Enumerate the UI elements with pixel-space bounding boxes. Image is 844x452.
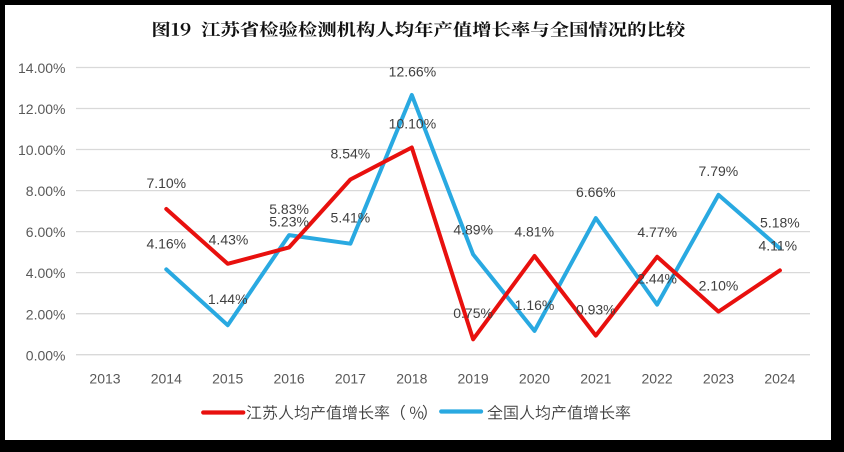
svg-text:10.00%: 10.00%	[18, 142, 65, 158]
svg-text:14.00%: 14.00%	[18, 60, 65, 76]
svg-text:7.10%: 7.10%	[146, 175, 186, 191]
svg-text:8.00%: 8.00%	[26, 183, 66, 199]
svg-text:2019: 2019	[458, 371, 489, 387]
svg-text:8.54%: 8.54%	[331, 145, 371, 161]
svg-text:0.00%: 0.00%	[26, 347, 66, 363]
svg-text:2013: 2013	[89, 371, 120, 387]
svg-text:4.16%: 4.16%	[146, 235, 186, 251]
svg-text:4.89%: 4.89%	[453, 222, 493, 238]
svg-text:2.44%: 2.44%	[637, 271, 677, 287]
svg-text:2022: 2022	[642, 371, 673, 387]
svg-text:5.18%: 5.18%	[760, 214, 800, 230]
svg-text:5.23%: 5.23%	[269, 213, 309, 229]
svg-text:2023: 2023	[703, 371, 734, 387]
svg-text:12.00%: 12.00%	[18, 101, 65, 117]
svg-text:2015: 2015	[212, 371, 243, 387]
svg-text:4.77%: 4.77%	[637, 224, 677, 240]
svg-text:2014: 2014	[151, 371, 182, 387]
svg-text:7.79%: 7.79%	[699, 163, 739, 179]
svg-text:5.41%: 5.41%	[331, 210, 371, 226]
svg-text:6.00%: 6.00%	[26, 224, 66, 240]
svg-text:5.83%: 5.83%	[269, 201, 309, 217]
svg-text:2018: 2018	[396, 371, 427, 387]
svg-text:1.16%: 1.16%	[515, 297, 555, 313]
svg-text:2016: 2016	[274, 371, 305, 387]
svg-text:0.75%: 0.75%	[453, 305, 493, 321]
svg-text:0.93%: 0.93%	[576, 302, 616, 318]
svg-text:2.00%: 2.00%	[26, 306, 66, 322]
svg-text:2017: 2017	[335, 371, 366, 387]
svg-text:2.10%: 2.10%	[699, 278, 739, 294]
svg-text:2020: 2020	[519, 371, 550, 387]
svg-text:4.43%: 4.43%	[209, 232, 249, 248]
svg-text:4.11%: 4.11%	[758, 238, 797, 254]
svg-text:2024: 2024	[764, 371, 795, 387]
svg-text:1.44%: 1.44%	[208, 291, 248, 307]
svg-text:12.66%: 12.66%	[389, 63, 436, 79]
svg-text:4.00%: 4.00%	[26, 265, 66, 281]
svg-text:4.81%: 4.81%	[514, 224, 554, 240]
svg-text:2021: 2021	[580, 371, 611, 387]
svg-text:10.10%: 10.10%	[389, 116, 436, 132]
svg-text:6.66%: 6.66%	[576, 184, 616, 200]
